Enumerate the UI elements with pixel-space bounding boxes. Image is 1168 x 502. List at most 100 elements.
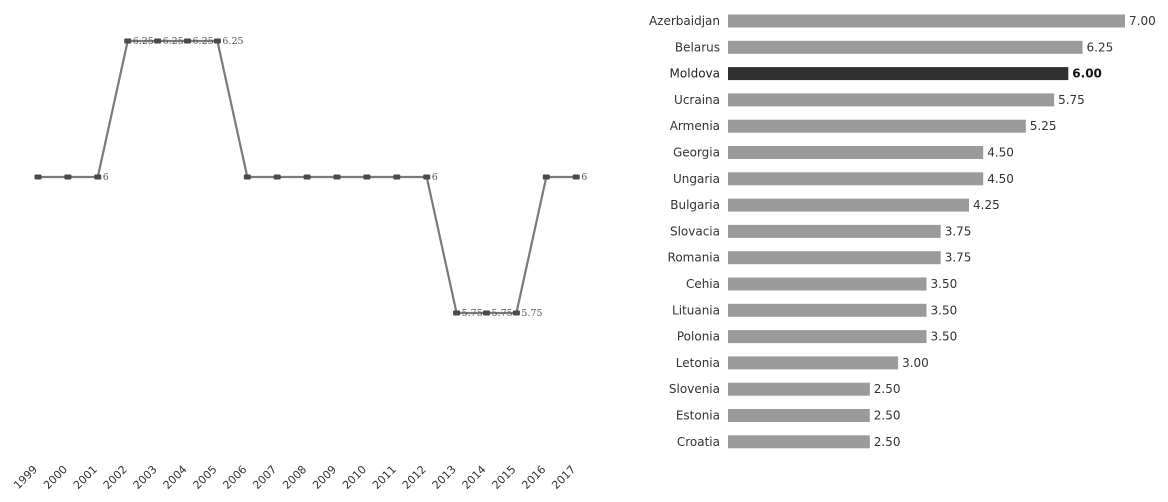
value-label: 4.25 — [973, 198, 1000, 212]
x-tick-label: 2004 — [161, 463, 190, 492]
x-tick-label: 2000 — [41, 463, 70, 492]
category-label: Romania — [668, 251, 720, 265]
bar-cehia — [728, 277, 927, 291]
x-tick-label: 2011 — [370, 463, 399, 492]
bar-belarus — [728, 40, 1083, 54]
value-label: 5.75 — [1058, 93, 1085, 107]
category-label: Letonia — [676, 356, 720, 370]
category-label: Azerbaidjan — [649, 14, 720, 28]
point-label: 6 — [103, 172, 109, 183]
value-label: 2.50 — [874, 435, 901, 449]
category-label: Cehia — [686, 277, 720, 291]
value-label: 5.25 — [1030, 119, 1057, 133]
category-label: Polonia — [677, 330, 720, 344]
x-tick-label: 2005 — [191, 463, 220, 492]
value-label: 4.50 — [987, 172, 1014, 186]
line-point-2016 — [542, 174, 550, 180]
line-point-2006 — [243, 174, 251, 180]
line-point-2004 — [184, 38, 191, 44]
bar-moldova — [728, 67, 1069, 81]
value-label: 6.00 — [1072, 67, 1102, 81]
line-point-2002 — [124, 38, 132, 44]
line-point-2011 — [393, 174, 401, 180]
line-point-2008 — [303, 174, 311, 180]
value-label: 6.25 — [1087, 40, 1114, 54]
x-tick-label: 2012 — [400, 463, 429, 492]
line-point-2007 — [273, 174, 281, 180]
point-label: 6 — [432, 172, 438, 183]
point-label: 5.75 — [521, 308, 542, 319]
x-tick-label: 2001 — [71, 463, 100, 492]
x-tick-label: 2010 — [340, 463, 369, 492]
x-tick-label: 1999 — [11, 463, 40, 492]
category-label: Slovacia — [670, 224, 720, 238]
category-label: Croatia — [677, 435, 720, 449]
value-label: 7.00 — [1129, 14, 1156, 28]
category-label: Ungaria — [673, 172, 720, 186]
x-tick-label: 2002 — [101, 463, 130, 492]
bar-lituania — [728, 303, 927, 317]
bar-slovacia — [728, 224, 941, 238]
line-point-2015 — [512, 310, 520, 316]
value-label: 3.75 — [945, 224, 972, 238]
line-point-2017 — [572, 174, 580, 180]
line-point-2010 — [363, 174, 371, 180]
bar-croatia — [728, 435, 870, 449]
line-point-2009 — [333, 174, 341, 180]
category-label: Lituania — [672, 303, 720, 317]
category-label: Slovenia — [669, 382, 720, 396]
line-point-2012 — [423, 174, 431, 180]
category-label: Armenia — [670, 119, 720, 133]
category-label: Georgia — [673, 146, 720, 160]
line-point-2005 — [213, 38, 221, 44]
value-label: 4.50 — [987, 146, 1014, 160]
line-point-1999 — [34, 174, 42, 180]
bar-chart: Azerbaidjan 7.00 Belarus 6.25 Moldova 6.00 Ucr… — [649, 14, 1156, 449]
category-label: Estonia — [676, 409, 720, 423]
bar-polonia — [728, 330, 927, 344]
bar-slovenia — [728, 382, 870, 396]
value-label: 3.75 — [945, 251, 972, 265]
point-label: 6.25 — [222, 36, 243, 47]
x-tick-label: 2013 — [430, 463, 459, 492]
category-label: Bulgaria — [670, 198, 720, 212]
category-label: Moldova — [670, 67, 720, 81]
x-tick-label: 2007 — [250, 463, 279, 492]
category-label: Belarus — [675, 40, 720, 54]
bar-ucraina — [728, 93, 1055, 107]
value-label: 2.50 — [874, 382, 901, 396]
bar-azerbaidjan — [728, 14, 1125, 28]
value-label: 3.50 — [931, 277, 958, 291]
point-label: 6.25 — [163, 36, 184, 47]
bar-letonia — [728, 356, 899, 370]
category-label: Ucraina — [674, 93, 720, 107]
line-point-2003 — [154, 38, 162, 44]
line-point-2001 — [94, 174, 102, 180]
x-tick-label: 2017 — [549, 463, 578, 492]
x-tick-label: 2014 — [460, 463, 489, 492]
point-label: 6.25 — [193, 36, 214, 47]
point-label: 5.75 — [462, 308, 483, 319]
point-label: 6 — [581, 172, 587, 183]
bar-georgia — [728, 146, 984, 159]
x-tick-label: 2016 — [519, 463, 548, 492]
line-point-2000 — [64, 174, 72, 180]
point-label: 5.75 — [492, 308, 513, 319]
value-label: 3.50 — [931, 330, 958, 344]
x-tick-label: 2006 — [220, 463, 249, 492]
bar-estonia — [728, 409, 870, 422]
bar-romania — [728, 251, 941, 265]
x-tick-label: 2008 — [280, 463, 309, 492]
line-point-2014 — [483, 310, 490, 316]
bar-ungaria — [728, 172, 984, 186]
x-tick-label: 2009 — [310, 463, 339, 492]
bar-bulgaria — [728, 198, 969, 212]
bar-armenia — [728, 119, 1026, 133]
x-tick-label: 2015 — [490, 463, 519, 492]
value-label: 3.50 — [931, 303, 958, 317]
line-point-2013 — [453, 310, 461, 316]
x-tick-label: 2003 — [131, 463, 160, 492]
point-label: 6.25 — [133, 36, 154, 47]
value-label: 3.00 — [902, 356, 929, 370]
